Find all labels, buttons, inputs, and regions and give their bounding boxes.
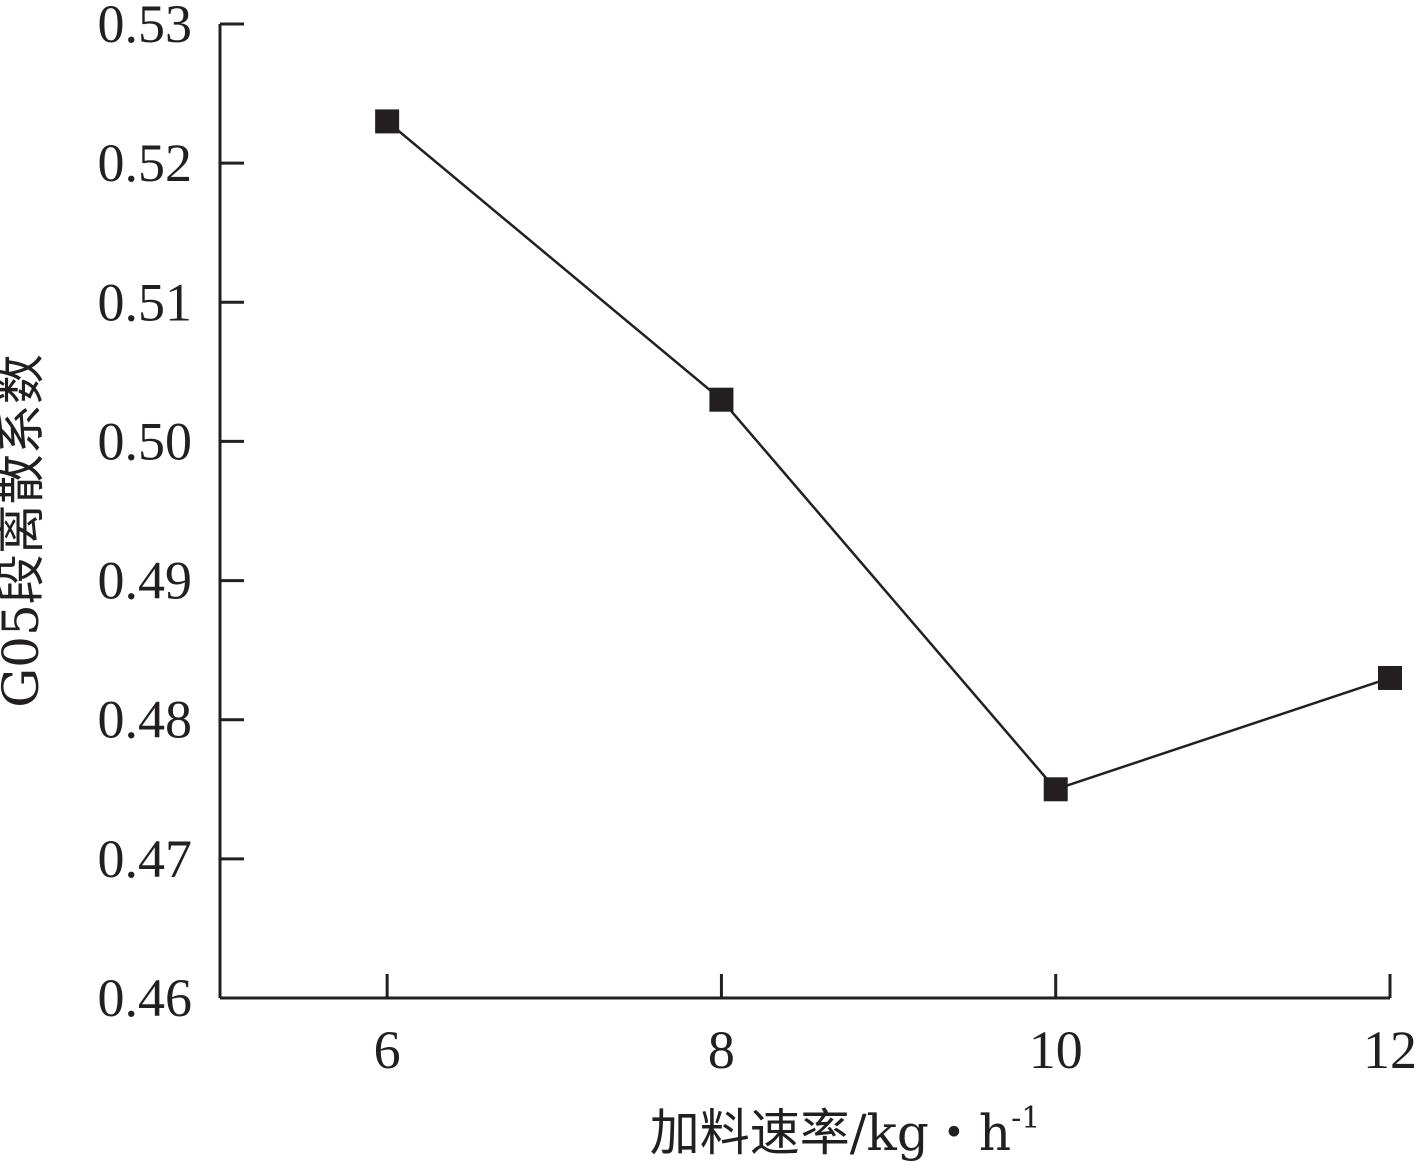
x-axis-title-superscript: -1 [1011, 1101, 1040, 1136]
series-line [386, 120, 1391, 791]
y-tick-label: 0.47 [98, 829, 193, 889]
y-tick-label: 0.46 [98, 968, 193, 1028]
x-tick-label: 10 [1029, 1020, 1083, 1080]
y-tick-label: 0.51 [98, 272, 193, 332]
axes [218, 24, 1390, 1000]
x-axis-title-main: 加料速率/kg・h [650, 1104, 1011, 1162]
y-tick-label: 0.50 [98, 411, 193, 471]
data-point-marker [1043, 777, 1068, 802]
data-point-marker [709, 387, 734, 412]
y-tick-label: 0.52 [98, 133, 193, 193]
y-tick-label: 0.48 [98, 690, 193, 750]
y-ticks: 0.46 0.47 0.48 0.49 0.50 0.51 0.52 0.53 [98, 0, 244, 1028]
y-tick-label: 0.53 [98, 0, 193, 54]
y-axis-title: G05段离散系数 [0, 354, 50, 708]
series-group [375, 109, 1402, 802]
x-axis-title: 加料速率/kg・h-1 [650, 1101, 1041, 1162]
y-tick-label: 0.49 [98, 551, 193, 611]
data-point-marker [375, 109, 400, 134]
x-ticks: 6 8 10 12 [374, 974, 1417, 1080]
x-tick-label: 12 [1363, 1020, 1417, 1080]
x-tick-label: 8 [708, 1020, 735, 1080]
data-point-marker [1378, 665, 1402, 690]
x-tick-label: 6 [374, 1020, 401, 1080]
